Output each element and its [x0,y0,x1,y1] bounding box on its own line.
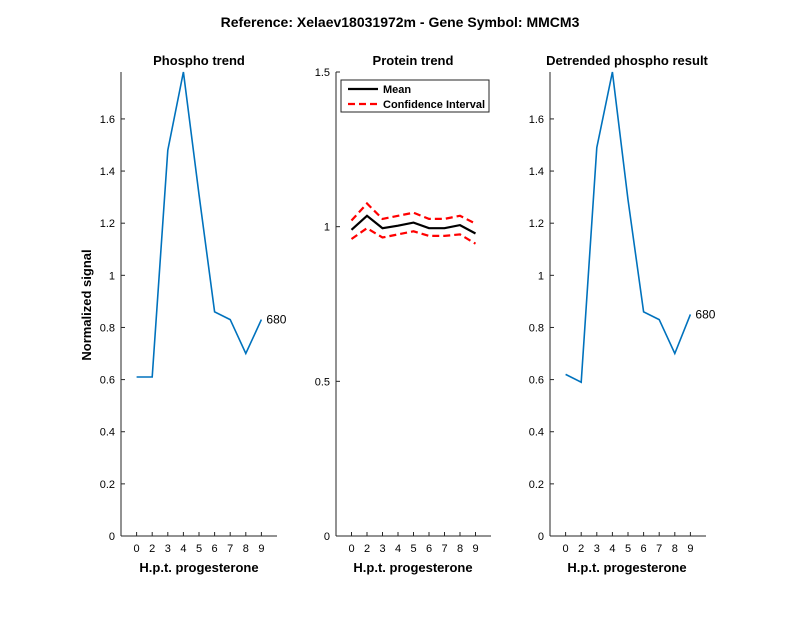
phospho-trend-y-tick-label: 0 [109,531,115,543]
phospho-trend-x-tick-label: 7 [227,543,233,555]
detrended-phospho-y-tick-label: 1.4 [529,166,544,178]
phospho-trend-y-tick-label: 1.6 [100,114,115,126]
detrended-phospho-x-tick-label: 9 [687,543,693,555]
detrended-phospho-xlabel: H.p.t. progesterone [567,560,686,575]
phospho-trend-panel: Phospho trend H.p.t. progesterone Normal… [79,53,287,575]
detrended-phospho-title: Detrended phospho result [546,53,708,68]
protein-trend-plot: 00.511.50 2 3 4 5 6 7 8 9 [315,67,491,555]
detrended-phospho-y-tick-label: 0.4 [529,427,544,439]
phospho-trend-x-tick-label: 2 [149,543,155,555]
protein-trend-x-tick-label: 3 [379,543,385,555]
phospho-trend-y-tick-label: 1 [109,270,115,282]
phospho-trend-x-tick-label: 6 [212,543,218,555]
detrended-phospho-y-tick-label: 0.6 [529,375,544,387]
detrended-phospho-y-tick-label: 1 [538,270,544,282]
detrended-phospho-y-tick-label: 0 [538,531,544,543]
detrended-phospho-x-tick-label: 2 [578,543,584,555]
phospho-trend-series-line [136,71,263,378]
phospho-trend-point-annotation: 680 [266,313,286,327]
phospho-trend-y-tick-label: 0.2 [100,479,115,491]
protein-trend-x-tick-label: 4 [395,543,401,555]
phospho-trend-y-tick-label: 1.2 [100,218,115,230]
detrended-phospho-x-tick-label: 3 [594,543,600,555]
legend-ci-label: Confidence Interval [383,99,485,111]
detrended-phospho-y-tick-label: 1.6 [529,114,544,126]
phospho-trend-x-tick-label: 8 [243,543,249,555]
phospho-trend-x-tick-label: 3 [165,543,171,555]
legend-mean-label: Mean [383,84,411,96]
protein-trend-x-tick-label: 0 [348,543,354,555]
protein-trend-y-tick-label: 1.5 [315,67,330,79]
phospho-trend-y-tick-label: 0.6 [100,375,115,387]
detrended-phospho-panel: Detrended phospho result H.p.t. progeste… [529,53,716,575]
protein-trend-x-tick-label: 2 [364,543,370,555]
protein-trend-panel: Protein trend H.p.t. progesterone 0 0.5 1 1… [315,53,491,575]
protein-trend-y-tick-label: 1 [324,222,330,234]
phospho-trend-x-tick-label: 5 [196,543,202,555]
detrended-phospho-y-tick-label: 1.2 [529,218,544,230]
protein-trend-x-tick-label: 8 [457,543,463,555]
detrended-phospho-y-tick-label: 0.8 [529,322,544,334]
detrended-phospho-point-annotation: 680 [695,307,715,321]
protein-trend-title: Protein trend [373,53,454,68]
phospho-trend-y-tick-label: 1.4 [100,166,115,178]
detrended-phospho-series-line [565,71,692,384]
phospho-trend-y-tick-label: 0.8 [100,322,115,334]
phospho-trend-title: Phospho trend [153,53,245,68]
mean-line [350,214,477,235]
legend-box [340,79,490,113]
phospho-trend-x-tick-label: 4 [180,543,186,555]
phospho-trend-xlabel: H.p.t. progesterone [139,560,258,575]
protein-trend-x-tick-label: 6 [426,543,432,555]
protein-trend-y-tick-label: 0.5 [315,376,330,388]
protein-trend-y-tick-label: 0 [324,531,330,543]
detrended-phospho-x-tick-label: 5 [625,543,631,555]
detrended-phospho-x-tick-label: 4 [609,543,615,555]
detrended-phospho-x-tick-label: 8 [672,543,678,555]
phospho-trend-ylabel: Normalized signal [79,249,94,360]
detrended-phospho-x-tick-label: 6 [641,543,647,555]
figure-title: Reference: Xelaev18031972m - Gene Symbol… [221,14,580,30]
protein-trend-xlabel: H.p.t. progesterone [353,560,472,575]
ci-lower-line [350,226,477,245]
detrended-phospho-y-tick-label: 0.2 [529,479,544,491]
phospho-trend-x-tick-label: 0 [134,543,140,555]
protein-trend-legend: Mean Confidence Interval [340,79,490,113]
phospho-trend-x-tick-label: 9 [258,543,264,555]
detrended-phospho-x-tick-label: 7 [656,543,662,555]
detrended-phospho-x-tick-label: 0 [563,543,569,555]
protein-trend-x-tick-label: 7 [441,543,447,555]
protein-trend-x-tick-label: 9 [472,543,478,555]
phospho-trend-y-tick-label: 0.4 [100,427,115,439]
protein-trend-x-tick-label: 5 [410,543,416,555]
